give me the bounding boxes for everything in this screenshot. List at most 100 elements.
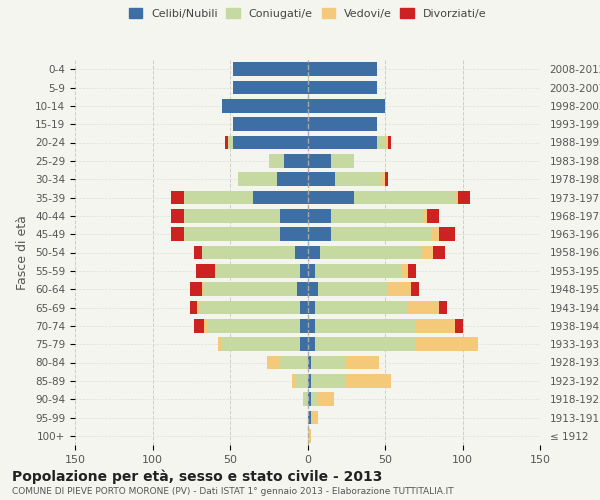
Bar [320, 246, 421, 260]
Bar [319, 392, 334, 406]
Bar [277, 172, 308, 186]
Bar [184, 228, 280, 241]
Bar [427, 209, 439, 222]
Bar [416, 338, 478, 351]
Bar [331, 154, 354, 168]
Bar [202, 246, 295, 260]
Bar [202, 282, 203, 296]
Bar [388, 282, 412, 296]
Bar [385, 136, 388, 149]
Bar [311, 392, 319, 406]
Bar [377, 136, 385, 149]
Bar [233, 80, 308, 94]
Bar [233, 62, 308, 76]
Bar [190, 300, 197, 314]
Bar [308, 356, 311, 370]
Text: Popolazione per età, sesso e stato civile - 2013: Popolazione per età, sesso e stato civil… [12, 470, 382, 484]
Bar [308, 99, 385, 112]
Bar [280, 228, 308, 241]
Bar [308, 410, 311, 424]
Bar [196, 264, 215, 278]
Bar [171, 190, 184, 204]
Bar [455, 190, 458, 204]
Bar [284, 154, 308, 168]
Bar [226, 136, 229, 149]
Bar [311, 356, 345, 370]
Bar [296, 282, 308, 296]
Bar [280, 356, 308, 370]
Bar [315, 264, 401, 278]
Bar [269, 154, 284, 168]
Bar [292, 374, 295, 388]
Bar [308, 319, 315, 332]
Bar [238, 172, 277, 186]
Bar [319, 282, 388, 296]
Bar [455, 319, 463, 332]
Bar [203, 319, 207, 332]
Bar [300, 319, 308, 332]
Bar [308, 80, 377, 94]
Bar [308, 392, 311, 406]
Bar [331, 209, 424, 222]
Bar [222, 99, 308, 112]
Bar [315, 300, 408, 314]
Bar [458, 190, 470, 204]
Bar [408, 300, 439, 314]
Bar [295, 246, 308, 260]
Bar [199, 300, 300, 314]
Bar [197, 300, 199, 314]
Bar [194, 246, 202, 260]
Bar [308, 246, 320, 260]
Bar [184, 209, 280, 222]
Bar [171, 228, 184, 241]
Bar [308, 228, 331, 241]
Bar [388, 136, 391, 149]
Bar [308, 429, 311, 442]
Bar [382, 172, 385, 186]
Y-axis label: Fasce di età: Fasce di età [16, 215, 29, 290]
Bar [308, 282, 319, 296]
Bar [308, 136, 377, 149]
Bar [300, 264, 308, 278]
Text: COMUNE DI PIEVE PORTO MORONE (PV) - Dati ISTAT 1° gennaio 2013 - Elaborazione TU: COMUNE DI PIEVE PORTO MORONE (PV) - Dati… [12, 488, 454, 496]
Bar [315, 319, 416, 332]
Bar [311, 374, 345, 388]
Bar [308, 300, 315, 314]
Bar [408, 264, 416, 278]
Bar [207, 319, 300, 332]
Bar [308, 338, 315, 351]
Bar [229, 136, 233, 149]
Bar [222, 338, 300, 351]
Bar [331, 228, 431, 241]
Bar [308, 374, 311, 388]
Bar [233, 136, 308, 149]
Bar [300, 300, 308, 314]
Bar [412, 282, 419, 296]
Bar [215, 264, 300, 278]
Bar [433, 246, 445, 260]
Bar [421, 246, 433, 260]
Bar [171, 209, 184, 222]
Bar [303, 392, 308, 406]
Legend: Celibi/Nubili, Coniugati/e, Vedovi/e, Divorziati/e: Celibi/Nubili, Coniugati/e, Vedovi/e, Di… [124, 4, 491, 24]
Bar [315, 338, 416, 351]
Bar [190, 282, 202, 296]
Bar [300, 338, 308, 351]
Bar [344, 356, 379, 370]
Bar [308, 62, 377, 76]
Bar [385, 172, 388, 186]
Bar [424, 209, 427, 222]
Bar [218, 338, 222, 351]
Bar [194, 319, 203, 332]
Bar [335, 172, 382, 186]
Bar [308, 172, 335, 186]
Bar [401, 264, 408, 278]
Bar [280, 209, 308, 222]
Bar [431, 228, 439, 241]
Bar [233, 118, 308, 131]
Bar [184, 190, 253, 204]
Bar [308, 190, 354, 204]
Bar [416, 319, 455, 332]
Bar [311, 410, 319, 424]
Bar [267, 356, 280, 370]
